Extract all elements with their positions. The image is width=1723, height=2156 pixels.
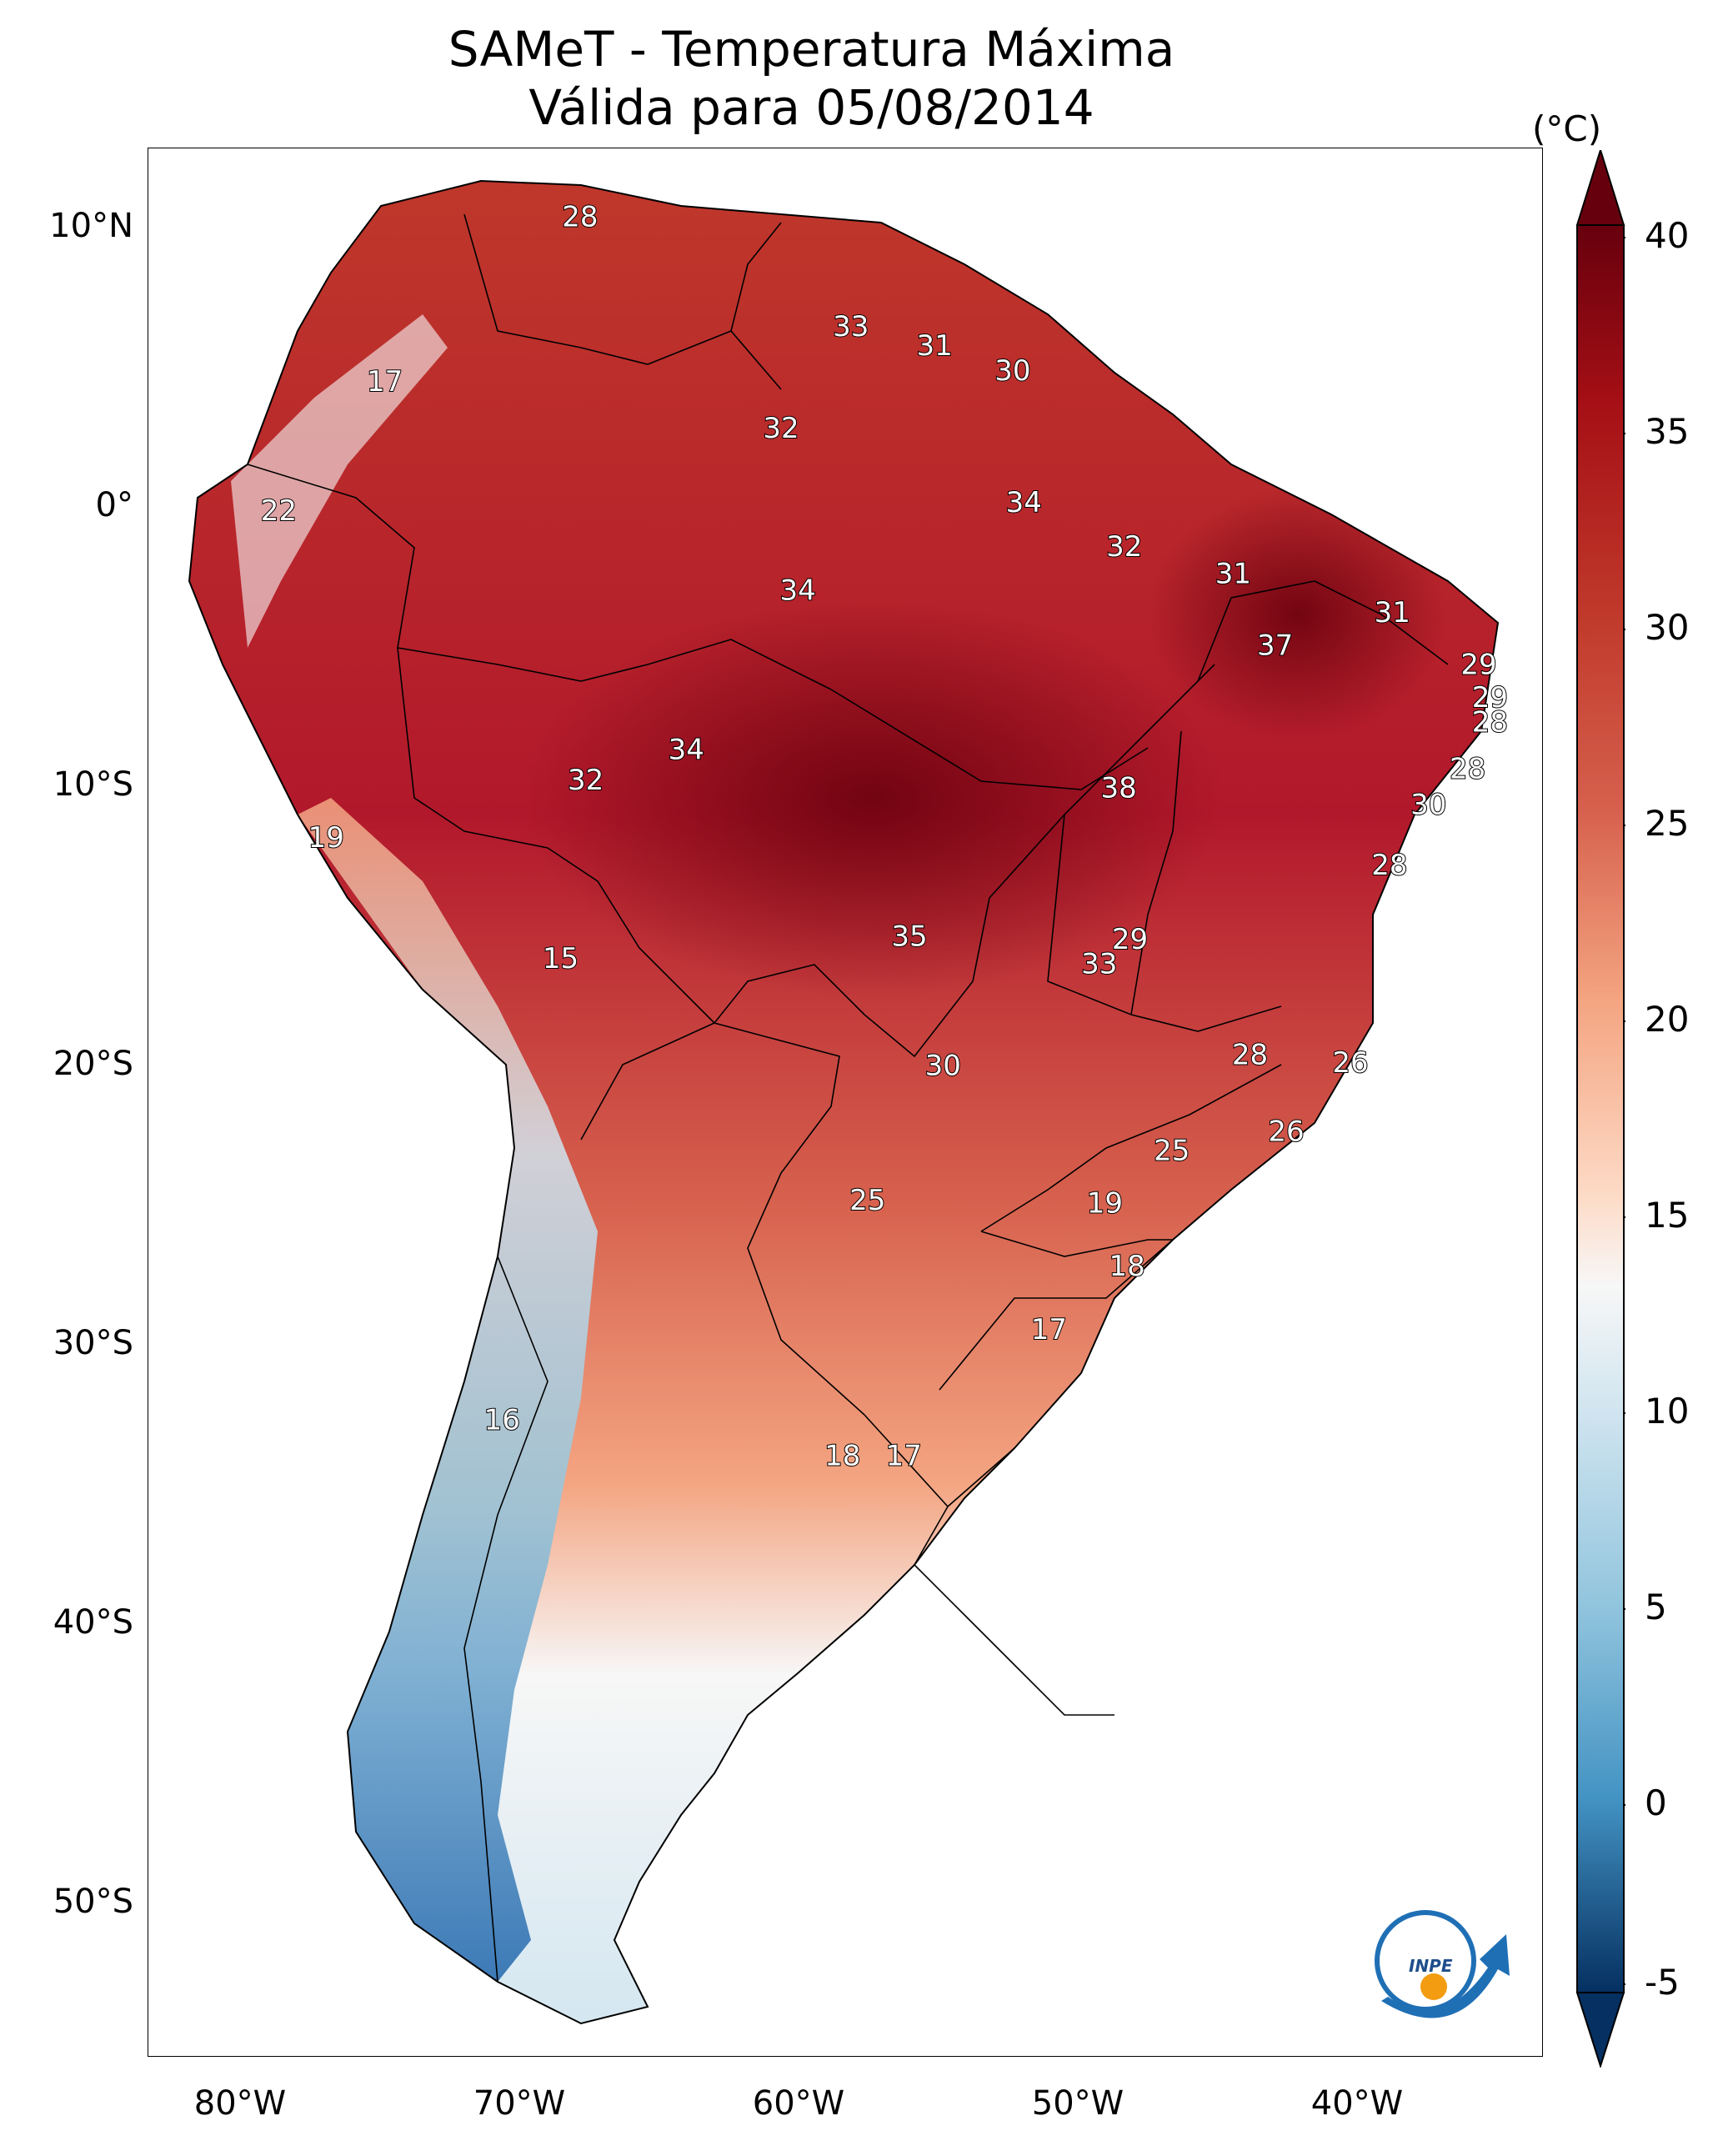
temperature-label: 17 — [1031, 1313, 1067, 1346]
temperature-label: 17 — [886, 1439, 922, 1472]
colorbar-tick-15: 15 — [1645, 1195, 1690, 1236]
lat-label-10s: 10°S — [53, 765, 133, 804]
map-subtitle: Válida para 05/08/2014 — [528, 79, 1094, 136]
temperature-label: 22 — [261, 494, 297, 528]
temperature-label: 33 — [833, 310, 869, 343]
lon-label-40w: 40°W — [1310, 2084, 1404, 2123]
temperature-label: 33 — [1081, 948, 1117, 981]
temperature-label: 29 — [1472, 681, 1508, 714]
lat-label-10n: 10°N — [49, 207, 133, 245]
temperature-label: 38 — [1100, 772, 1136, 805]
coastline — [188, 179, 1500, 2025]
temperature-label: 29 — [1460, 649, 1496, 682]
temperature-label: 25 — [1154, 1135, 1190, 1168]
inpe-logo: INPE — [1375, 1910, 1510, 2018]
temperature-label: 32 — [1106, 530, 1142, 564]
colorbar-tick-minus5: -5 — [1645, 1962, 1680, 2003]
temperature-label: 32 — [763, 412, 799, 445]
temperature-label: 30 — [925, 1050, 961, 1083]
temperature-label: 30 — [1410, 789, 1446, 822]
lon-label-70w: 70°W — [473, 2084, 566, 2123]
colorbar-tick-40: 40 — [1645, 215, 1690, 256]
lat-label-0: 0° — [95, 486, 133, 524]
lat-label-30s: 30°S — [53, 1324, 133, 1362]
lon-label-60w: 60°W — [752, 2084, 845, 2123]
lon-label-80w: 80°W — [193, 2084, 287, 2123]
temperature-label: 31 — [1215, 558, 1251, 591]
temperature-label: 18 — [824, 1439, 860, 1472]
temperature-label: 31 — [916, 329, 952, 363]
temperature-label: 34 — [669, 734, 704, 767]
lat-label-50s: 50°S — [53, 1883, 133, 1921]
colorbar-tick-20: 20 — [1645, 999, 1690, 1040]
temperature-label: 15 — [543, 942, 579, 975]
colorbar-tick-30: 30 — [1645, 607, 1690, 648]
temperature-label: 26 — [1268, 1116, 1304, 1149]
colorbar-scale — [1576, 224, 1625, 1993]
temperature-label: 19 — [308, 821, 344, 855]
colorbar-max-extension — [1575, 150, 1625, 226]
temperature-label: 19 — [1087, 1186, 1123, 1220]
temperature-label: 28 — [1472, 706, 1508, 740]
inpe-logo-mark: INPE — [1409, 1956, 1453, 1976]
temperature-label: 30 — [994, 354, 1030, 388]
temperature-label: 34 — [779, 574, 815, 608]
temperature-label: 17 — [367, 365, 403, 399]
temperature-label: 16 — [484, 1404, 520, 1437]
temperature-label: 28 — [562, 200, 598, 233]
temperature-label: 18 — [1109, 1250, 1144, 1283]
colorbar-tick-35: 35 — [1645, 411, 1690, 452]
colorbar-min-extension — [1575, 1992, 1625, 2068]
temperature-label: 32 — [568, 764, 604, 797]
temperature-label: 31 — [1375, 596, 1410, 629]
temperature-label: 28 — [1232, 1038, 1268, 1071]
temperature-label: 29 — [1112, 923, 1148, 956]
colorbar-tick-0: 0 — [1645, 1782, 1667, 1823]
temperature-label: 25 — [849, 1184, 885, 1217]
colorbar-tick-25: 25 — [1645, 803, 1690, 844]
temperature-label: 35 — [891, 920, 927, 954]
colorbar-unit: (°C) — [1532, 108, 1602, 149]
map-title: SAMeT - Temperatura Máxima — [448, 21, 1175, 78]
temperature-label: 26 — [1332, 1046, 1368, 1080]
colorbar-tick-5: 5 — [1645, 1587, 1667, 1627]
temperature-label: 37 — [1257, 629, 1293, 662]
lon-label-50w: 50°W — [1031, 2084, 1124, 2123]
colorbar — [1575, 150, 1625, 2068]
lat-label-40s: 40°S — [53, 1603, 133, 1642]
temperature-label: 34 — [1006, 486, 1042, 519]
political-borders — [247, 213, 1449, 1983]
temperature-label: 28 — [1450, 753, 1485, 786]
colorbar-tick-10: 10 — [1645, 1391, 1690, 1431]
lat-label-20s: 20°S — [53, 1045, 133, 1083]
temperature-label: 28 — [1371, 849, 1407, 882]
